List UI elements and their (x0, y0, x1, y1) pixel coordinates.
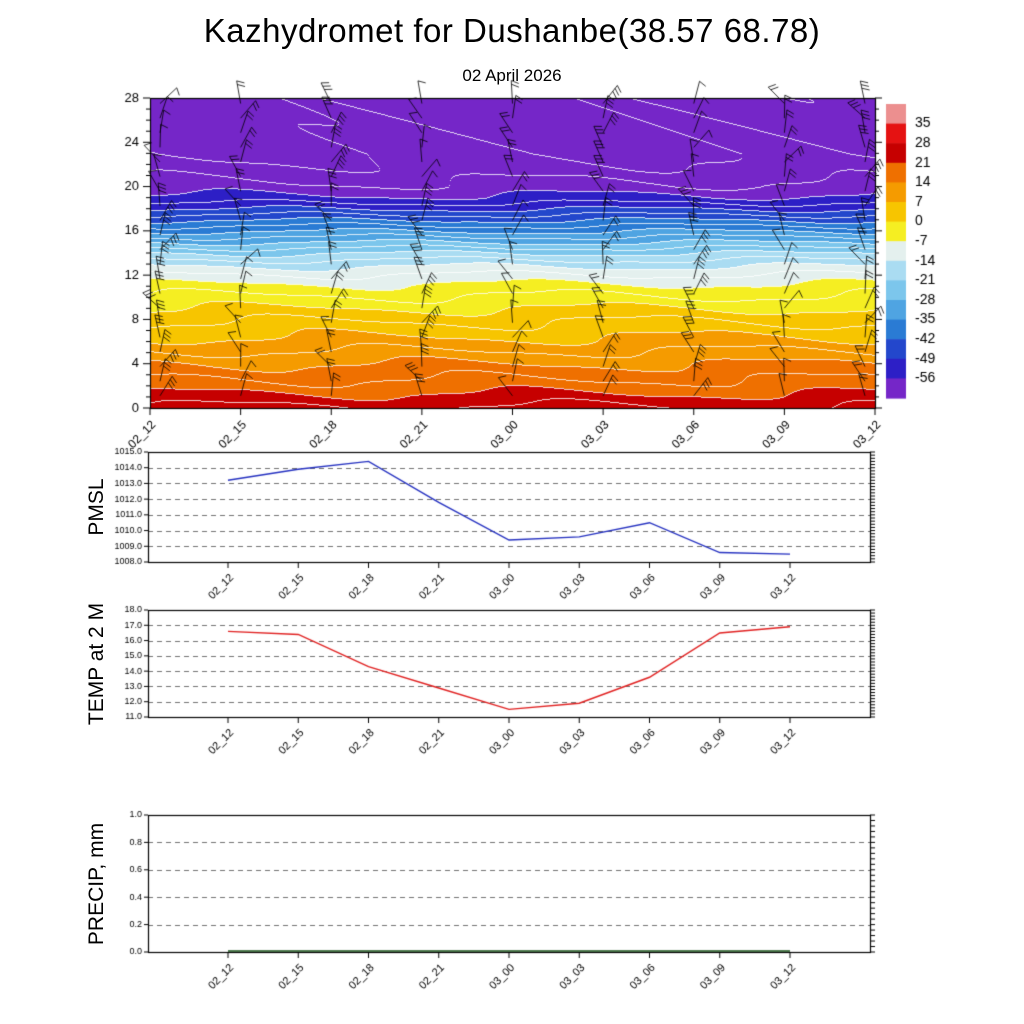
temp2m-axis-title: TEMP at 2 M (85, 602, 108, 726)
precip-axis-title: PRECIP, mm (85, 822, 108, 946)
pmsl-axis-title: PMSL (85, 478, 108, 536)
